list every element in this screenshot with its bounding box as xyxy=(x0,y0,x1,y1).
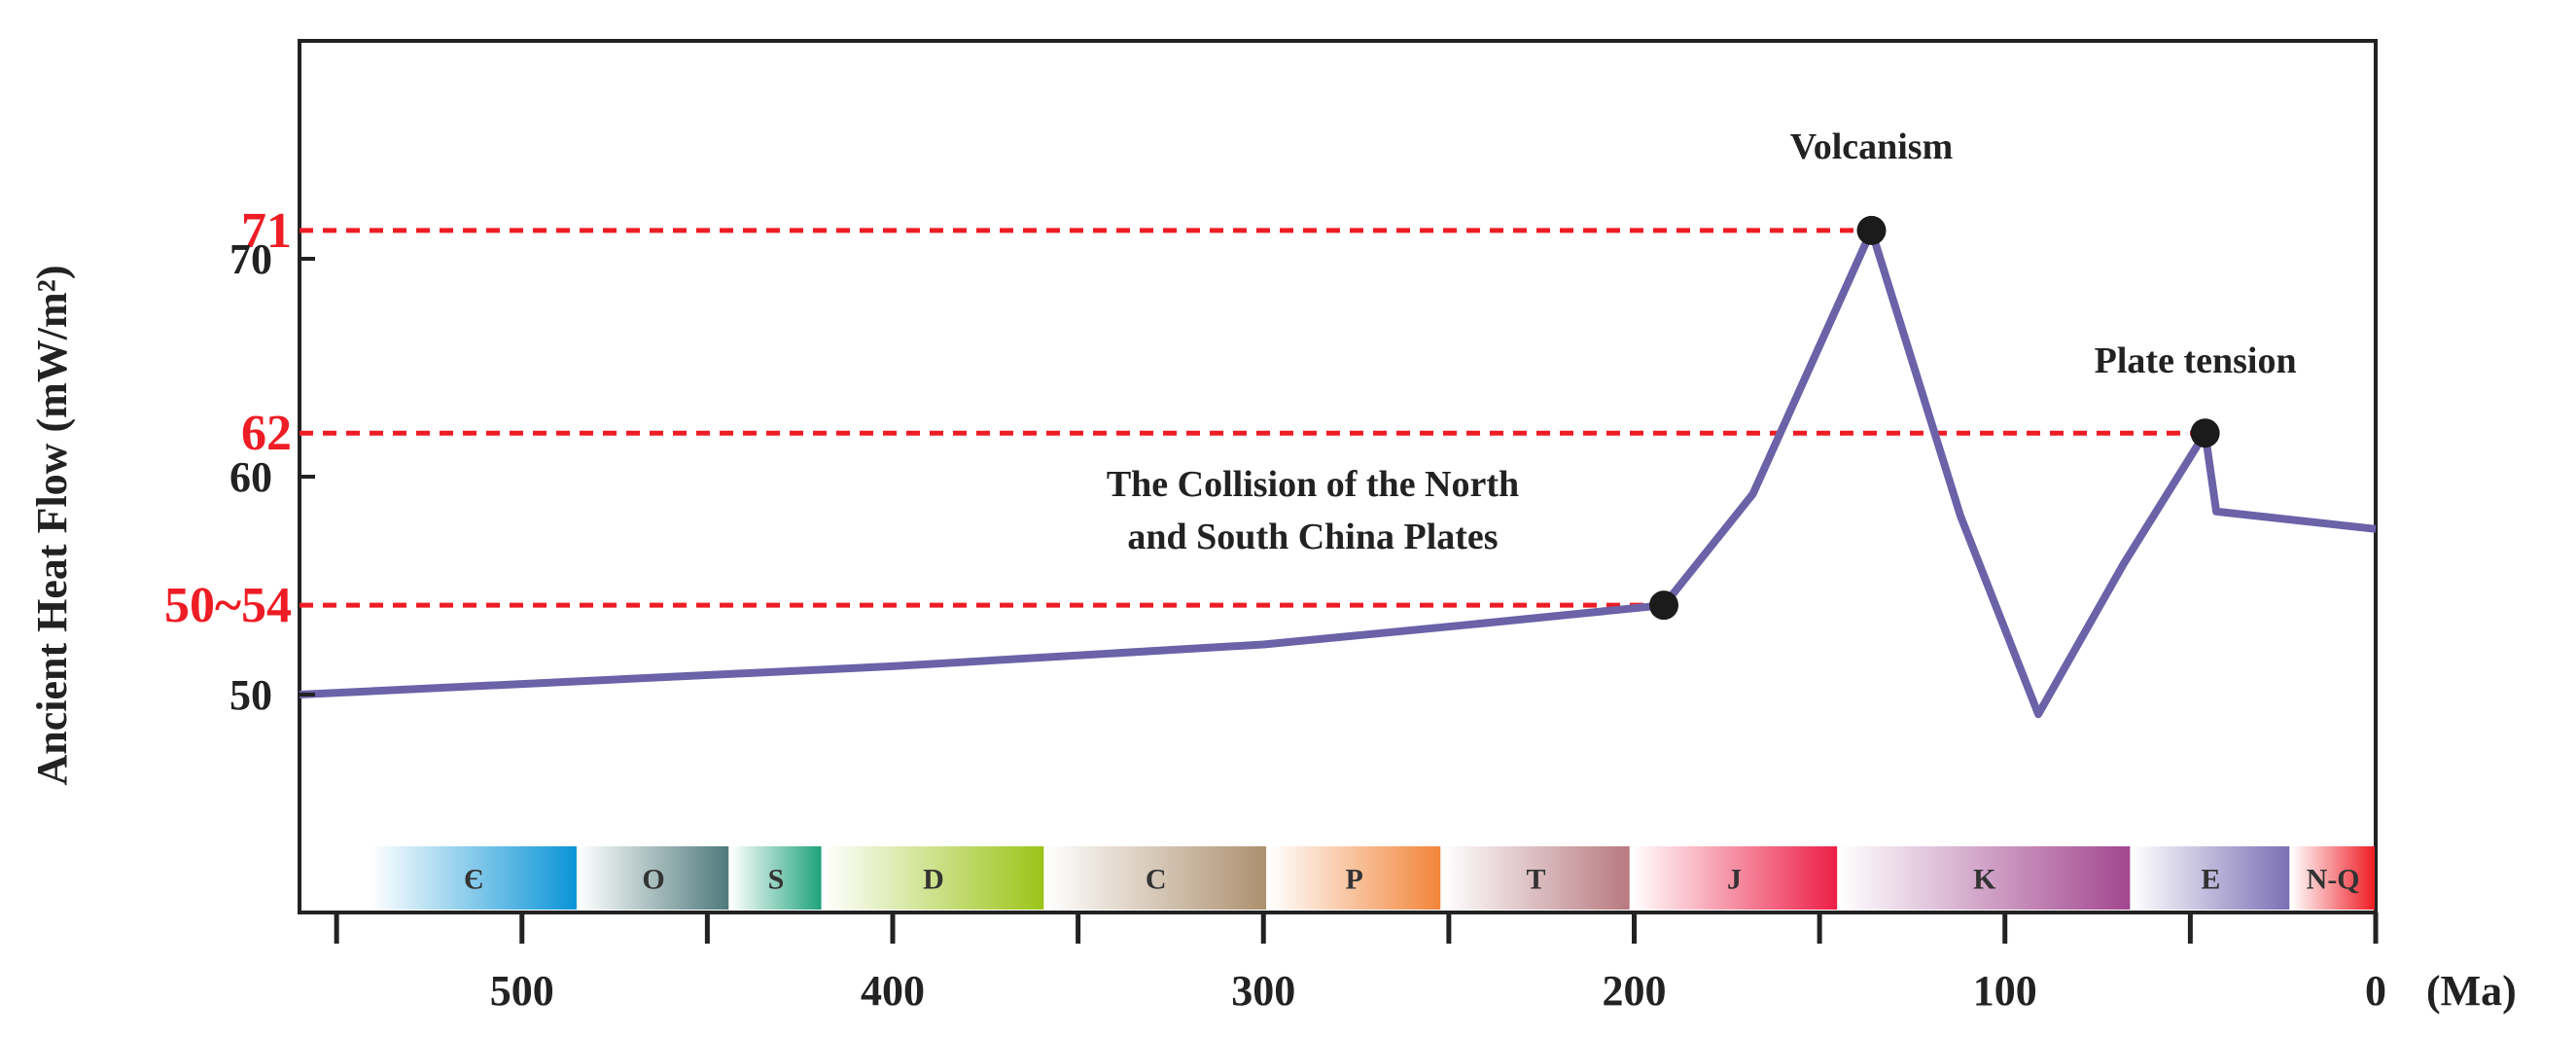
period-label-n-q: N-Q xyxy=(2307,864,2360,896)
period-band-d xyxy=(823,846,1044,910)
annotations: The Collision of the North and South Chin… xyxy=(1107,126,2297,557)
period-label-c: C xyxy=(1146,864,1167,896)
period-band-s xyxy=(730,846,822,910)
x-tick-label-100: 100 xyxy=(1973,967,2037,1015)
annotation-volcanism: Volcanism xyxy=(1790,126,1954,167)
reference-label-62: 62 xyxy=(241,406,292,461)
x-tick-label-500: 500 xyxy=(490,967,554,1015)
annotation-line-the-collision-of-the-north-and-south-china-plates-0: The Collision of the North xyxy=(1107,464,1519,505)
x-tick-label-200: 200 xyxy=(1603,967,1667,1015)
x-tick-label-300: 300 xyxy=(1231,967,1295,1015)
y-axis-label: Ancient Heat Flow (mW/m²) xyxy=(28,266,76,786)
period-band-n-q xyxy=(2291,846,2375,910)
period-label-k: K xyxy=(1973,864,1996,896)
annotation-plate-tension: Plate tension xyxy=(2095,340,2297,381)
period-label-o: O xyxy=(642,864,664,896)
period-band-o xyxy=(578,846,729,910)
period-band-c xyxy=(1045,846,1267,910)
x-axis-label: (Ma) xyxy=(2426,967,2517,1015)
period-label-s: S xyxy=(768,864,785,896)
period-band-e xyxy=(2132,846,2290,910)
x-tick-label-400: 400 xyxy=(861,967,925,1015)
period-band-item xyxy=(371,846,577,910)
x-tick-label-0: 0 xyxy=(2365,967,2386,1015)
annotation-line-plate-tension-0: Plate tension xyxy=(2095,340,2297,381)
period-band-t xyxy=(1442,846,1630,910)
period-label-p: P xyxy=(1345,864,1362,896)
period-label-item: Є xyxy=(464,864,483,896)
period-label-j: J xyxy=(1727,864,1742,896)
geologic-period-bar: Є O S D C P T J K E N-Q xyxy=(371,846,2375,910)
period-band-k xyxy=(1839,846,2131,910)
marker-group xyxy=(1649,215,2220,621)
marker-volcanism xyxy=(1856,215,1887,245)
y-tick-label-50: 50 xyxy=(229,671,272,719)
period-band-p xyxy=(1268,846,1441,910)
y-tick-label-60: 60 xyxy=(229,453,272,501)
y-tick-label-70: 70 xyxy=(229,235,272,283)
period-band-j xyxy=(1631,846,1838,910)
annotation-the-collision-of-the-north-and-south-china-plates: The Collision of the North and South Chin… xyxy=(1107,464,1519,557)
reference-label-71: 71 xyxy=(241,203,292,259)
period-label-d: D xyxy=(923,864,944,896)
annotation-line-the-collision-of-the-north-and-south-china-plates-1: and South China Plates xyxy=(1127,517,1498,557)
marker-plate-tension xyxy=(2190,418,2220,448)
annotation-line-volcanism-0: Volcanism xyxy=(1790,126,1954,167)
period-label-e: E xyxy=(2201,864,2220,896)
axes: 50 60 70 500 400 300 200 100 0 (Ma) Ancient Heat F… xyxy=(28,235,2517,1015)
marker-the-collision-of-the-north-and-south-china-plates xyxy=(1649,590,1678,621)
reference-lines: 71 62 50~54 xyxy=(164,203,2205,633)
period-label-t: T xyxy=(1526,864,1545,896)
reference-label-50-54: 50~54 xyxy=(164,578,292,633)
